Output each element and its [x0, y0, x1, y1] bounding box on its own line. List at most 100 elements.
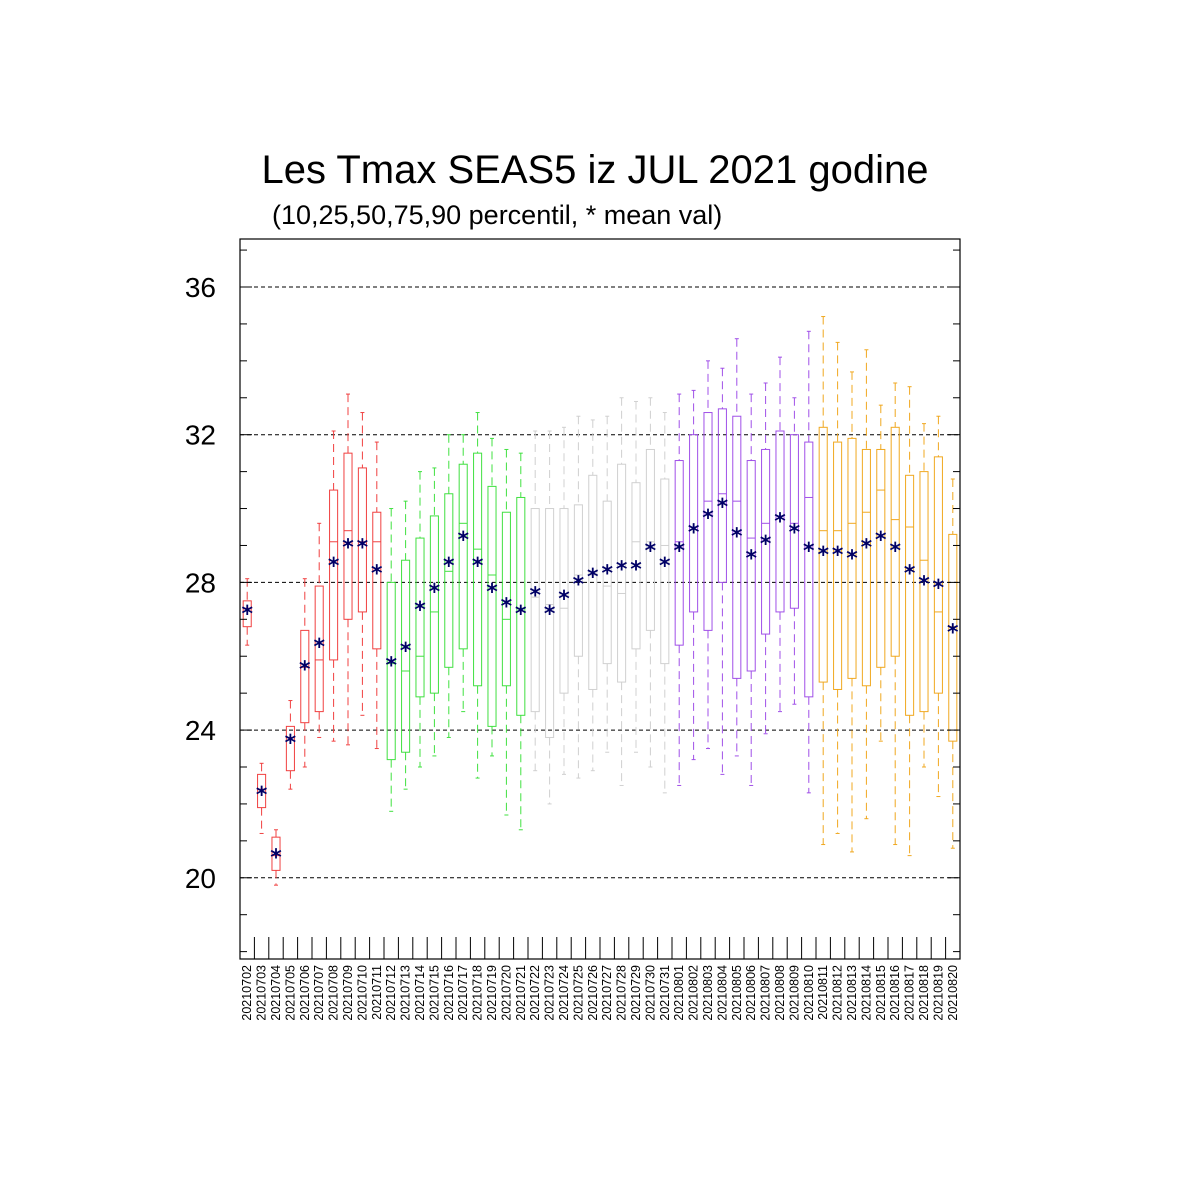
x-tick-label: 20210811 [816, 965, 830, 1020]
box [876, 448, 886, 668]
box [703, 412, 713, 631]
x-tick-label: 20210726 [586, 965, 600, 1021]
box [257, 773, 267, 809]
x-tick-label: 20210806 [744, 965, 758, 1021]
x-tick-label: 20210711 [370, 965, 384, 1020]
mean-marker: * [616, 558, 628, 583]
y-tick-label: 32 [185, 420, 216, 451]
mean-marker: * [817, 543, 829, 568]
mean-marker: * [573, 572, 585, 597]
x-tick-label: 20210724 [557, 965, 571, 1021]
mean-marker: * [846, 547, 858, 572]
x-tick-label: 20210812 [831, 965, 845, 1021]
box [617, 463, 627, 683]
x-tick-label: 20210723 [543, 965, 557, 1021]
x-tick-label: 20210703 [255, 965, 269, 1021]
box [933, 456, 943, 694]
y-tick-label: 28 [185, 567, 216, 598]
mean-marker: * [717, 495, 729, 520]
box [458, 463, 468, 650]
boxes [242, 316, 958, 886]
x-tick-label: 20210715 [427, 965, 441, 1021]
mean-marker: * [861, 535, 873, 560]
x-tick-label: 20210802 [687, 965, 701, 1021]
box [746, 460, 756, 672]
box [775, 430, 785, 613]
x-tick-label: 20210712 [384, 965, 398, 1021]
box [516, 496, 526, 716]
x-tick-label: 20210815 [874, 965, 888, 1021]
x-tick-label: 20210818 [917, 965, 931, 1021]
x-tick-label: 20210819 [931, 965, 945, 1021]
mean-marker: * [515, 602, 527, 627]
box [329, 489, 339, 661]
x-tick-label: 20210704 [269, 965, 283, 1021]
x-tick-label: 20210807 [759, 965, 773, 1021]
x-tick-label: 20210710 [355, 965, 369, 1021]
x-tick-label: 20210803 [701, 965, 715, 1021]
x-tick-label: 20210729 [629, 965, 643, 1021]
box [890, 426, 900, 657]
box [285, 725, 295, 772]
box [789, 434, 799, 609]
x-tick-label: 20210817 [903, 965, 917, 1021]
box [645, 448, 655, 631]
box [343, 452, 353, 620]
mean-marker: * [429, 580, 441, 605]
plot-frame [239, 238, 961, 960]
mean-marker: * [328, 554, 340, 579]
x-tick-label: 20210702 [240, 965, 254, 1021]
box [501, 511, 511, 687]
mean-marker: * [832, 543, 844, 568]
mean-marker: * [659, 554, 671, 579]
box [314, 585, 324, 713]
mean-marker: * [256, 783, 268, 808]
mean-marker: * [486, 580, 498, 605]
box [761, 448, 771, 635]
box [401, 559, 411, 753]
x-tick-label: 20210816 [888, 965, 902, 1021]
box [242, 600, 252, 628]
x-tick-label: 20210720 [499, 965, 513, 1021]
box [602, 500, 612, 665]
mean-marker: * [688, 521, 700, 546]
mean-marker: * [760, 532, 772, 557]
box [588, 474, 598, 690]
box [948, 533, 958, 742]
mean-marker: * [745, 547, 757, 572]
mean-marker: * [501, 595, 513, 620]
mean-marker: * [803, 539, 815, 564]
box [660, 478, 670, 665]
x-tick-label: 20210708 [327, 965, 341, 1021]
mean-marker: * [947, 620, 959, 645]
box [674, 460, 684, 646]
x-tick-label: 20210709 [341, 965, 355, 1021]
x-tick-label: 20210725 [571, 965, 585, 1021]
x-tick-label: 20210801 [672, 965, 686, 1021]
mean-marker: * [774, 510, 786, 535]
x-tick-label: 20210718 [471, 965, 485, 1021]
x-tick-label: 20210713 [399, 965, 413, 1021]
x-tick-label: 20210809 [787, 965, 801, 1021]
chart-title: Les Tmax SEAS5 iz JUL 2021 godine [261, 148, 929, 192]
mean-marker: * [285, 731, 297, 756]
mean-marker: * [544, 602, 556, 627]
mean-marker: * [702, 506, 714, 531]
box [919, 471, 929, 713]
box [573, 504, 583, 657]
mean-marker: * [904, 561, 916, 586]
box [271, 836, 281, 871]
x-tick-label: 20210721 [514, 965, 528, 1021]
mean-marker: * [299, 657, 311, 682]
mean-marker: * [587, 565, 599, 590]
box [905, 474, 915, 716]
box [847, 437, 857, 679]
mean-marker: * [731, 524, 743, 549]
box [473, 452, 483, 687]
x-tick-label: 20210814 [859, 965, 873, 1021]
box [861, 448, 871, 687]
mean-marker: * [371, 561, 383, 586]
mean-marker: * [342, 535, 354, 560]
x-tick-label: 20210706 [298, 965, 312, 1021]
